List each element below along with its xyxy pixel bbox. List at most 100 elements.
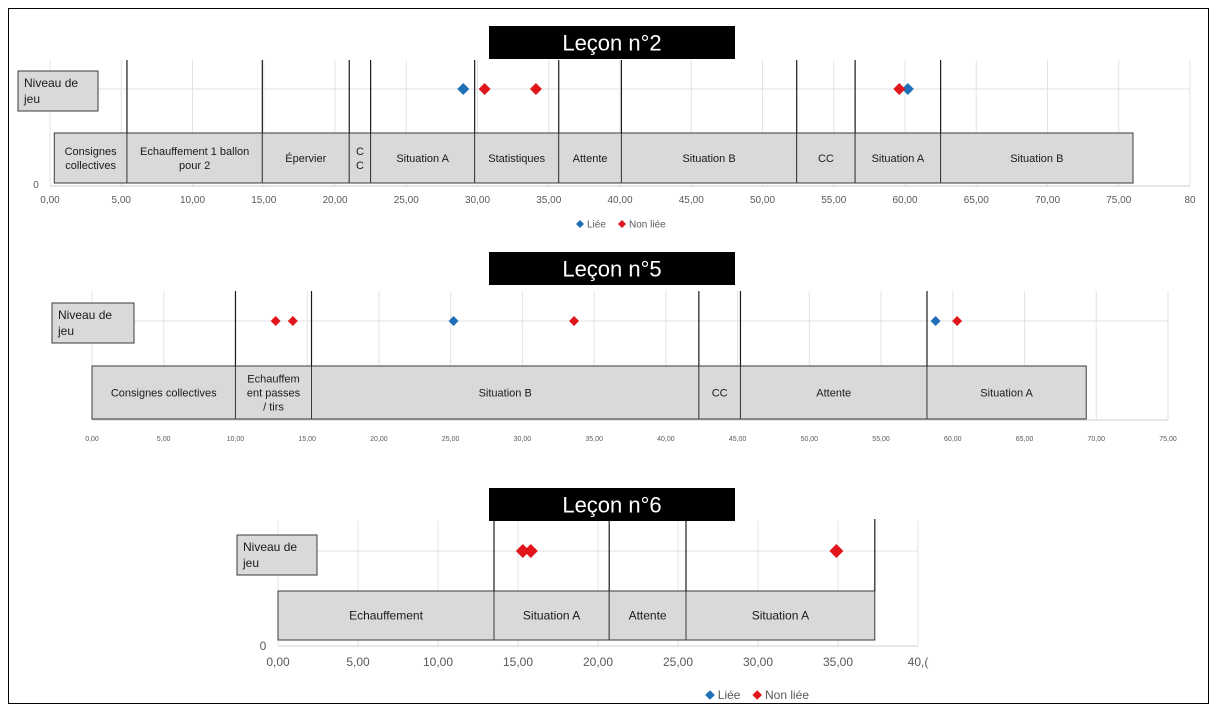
x-tick-label: 50,00 [750,195,775,206]
x-tick-label: 80 [1184,195,1196,206]
segment-label: Situation A [980,387,1033,399]
figure-frame [8,8,1209,704]
lesson-title-banner [489,252,735,285]
marker-non-liee [270,316,281,326]
segment-label: Situation B [1010,153,1063,165]
x-tick-label: 15,00 [298,436,316,443]
segment-label: Echauffement 1 ballon pour 2 [140,146,249,172]
x-tick-label: 25,00 [442,436,460,443]
x-tick-label: 30,00 [514,436,532,443]
x-tick-label: 40,00 [657,436,675,443]
x-tick-label: 5,00 [157,436,171,443]
marker-liee [930,316,941,326]
segment-label: Consignes collectives [65,146,117,172]
segment-label: Echauffement [349,609,423,623]
x-tick-label: 35,00 [585,436,603,443]
x-tick-label: 0,00 [85,436,99,443]
segment-box [558,132,622,184]
x-tick-label: 25,00 [394,195,419,206]
x-tick-label: 65,00 [1016,436,1034,443]
niveau-de-jeu-label: Niveau de [58,308,112,322]
x-tick-label: 60,00 [944,436,962,443]
x-tick-label: 70,00 [1035,195,1060,206]
segment-box [234,365,313,420]
x-tick-label: 20,00 [322,195,347,206]
legend-label: Liée [587,220,606,231]
x-tick-label: 10,00 [227,436,245,443]
segment-label: Attente [816,387,851,399]
segment-box [348,132,372,184]
segment-label: Situation A [523,609,580,623]
legend-label: Non liée [765,688,809,702]
legend-marker [705,690,715,700]
segment-label: Situation A [752,609,809,623]
x-tick-label: 40,00 [607,195,632,206]
x-tick-label: 30,00 [465,195,490,206]
x-tick-label: 75,00 [1159,436,1177,443]
segment-label: Situation A [396,153,449,165]
segment-label: Situation B [479,387,532,399]
legend-marker [576,220,584,228]
segment-label: Echauffem ent passes / tirs [247,373,301,413]
segment-label: CC [818,153,834,165]
segment-label: Consignes collectives [111,387,217,399]
marker-non-liee [893,83,906,95]
lesson-title: Leçon n°2 [562,31,661,56]
x-tick-label: 20,00 [583,655,613,669]
marker-non-liee [478,83,491,95]
marker-liee [448,316,459,326]
segment-label: Statistiques [488,153,545,165]
x-tick-label: 60,00 [892,195,917,206]
x-tick-label: 40,( [908,655,929,669]
lesson-title: Leçon n°6 [562,493,661,518]
marker-non-liee [529,83,542,95]
x-tick-label: 15,00 [503,655,533,669]
lesson-title: Leçon n°5 [562,257,661,282]
segment-box [926,365,1087,420]
niveau-de-jeu-label: jeu [242,556,259,570]
y-zero-label: 0 [33,180,39,191]
x-tick-label: 0,00 [266,655,290,669]
x-tick-label: 55,00 [872,436,890,443]
legend-label: Liée [718,688,741,702]
segment-box [685,590,876,641]
segment-box [91,365,236,420]
segment-label: Attente [573,153,608,165]
niveau-de-jeu-label: jeu [23,92,40,106]
x-tick-label: 25,00 [663,655,693,669]
segment-box [277,590,495,641]
niveau-de-jeu-label: jeu [57,324,74,338]
x-tick-label: 65,00 [964,195,989,206]
segment-label: Situation A [872,153,925,165]
x-tick-label: 5,00 [346,655,370,669]
niveau-de-jeu-box [51,302,135,344]
niveau-de-jeu-label: Niveau de [24,76,78,90]
x-tick-label: 10,00 [423,655,453,669]
niveau-de-jeu-box [236,534,318,576]
segment-label: Situation B [682,153,735,165]
segment-box [698,365,741,420]
x-tick-label: 55,00 [821,195,846,206]
y-zero-label: 0 [260,639,267,653]
x-tick-label: 20,00 [370,436,388,443]
x-tick-label: 70,00 [1088,436,1106,443]
lesson-title-banner [489,26,735,59]
segment-box [739,365,928,420]
segment-box [796,132,856,184]
segment-label: Épervier [285,152,326,165]
marker-liee [457,83,470,95]
segment-box [126,132,263,184]
marker-non-liee [523,544,538,558]
legend-label: Non liée [629,220,666,231]
segment-box [608,590,687,641]
x-tick-label: 35,00 [823,655,853,669]
marker-non-liee [287,316,298,326]
x-tick-label: 15,00 [251,195,276,206]
segment-box [53,132,128,184]
segment-box [940,132,1134,184]
x-tick-label: 5,00 [112,195,132,206]
x-tick-label: 10,00 [180,195,205,206]
x-tick-label: 50,00 [801,436,819,443]
